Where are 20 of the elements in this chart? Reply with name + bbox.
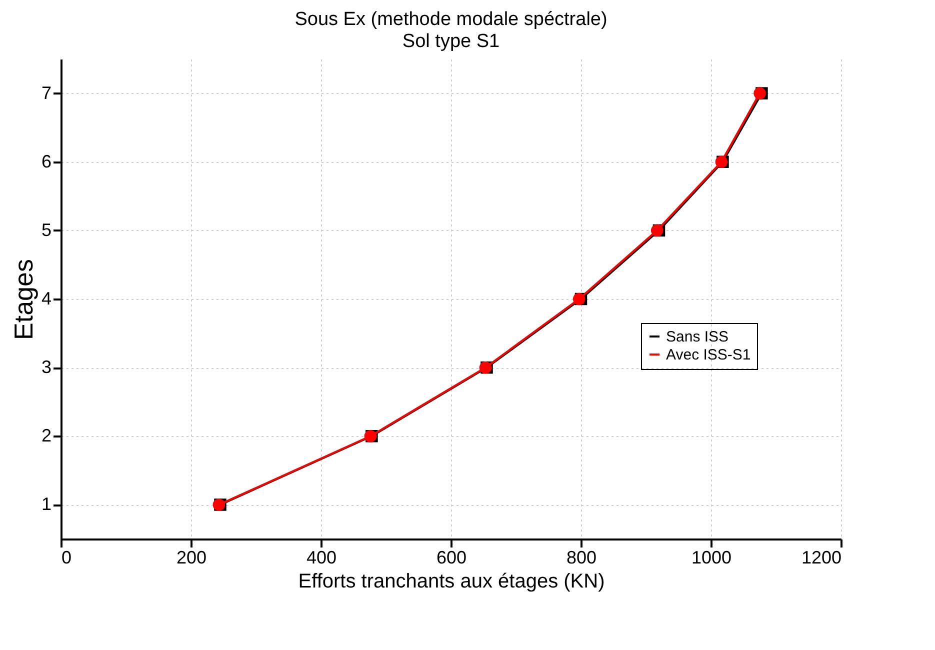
y-tick-label: 2 bbox=[41, 426, 52, 446]
y-tick-label: 1 bbox=[41, 494, 52, 514]
x-tick-label: 0 bbox=[62, 548, 72, 568]
x-tick-label: 1000 bbox=[691, 548, 732, 568]
y-tick-label: 3 bbox=[41, 357, 52, 378]
legend-label: Sans ISS bbox=[666, 328, 729, 346]
x-axis-title: Efforts tranchants aux étages (KN) bbox=[298, 570, 605, 592]
y-tick-label: 5 bbox=[41, 220, 52, 240]
chart-title: Sous Ex (methode modale spéctrale) bbox=[294, 9, 608, 30]
x-tick-label: 600 bbox=[436, 548, 467, 568]
x-tick-label: 400 bbox=[306, 548, 337, 568]
y-tick-label: 4 bbox=[41, 288, 52, 308]
chart-subtitle: Sol type S1 bbox=[402, 31, 500, 52]
x-tick-label: 800 bbox=[566, 548, 597, 568]
x-tick-label: 1200 bbox=[801, 548, 842, 568]
x-tick-label: 200 bbox=[176, 548, 207, 568]
legend-label: Avec ISS-S1 bbox=[666, 346, 751, 364]
y-axis-title: Etages bbox=[8, 259, 38, 340]
y-tick-label: 7 bbox=[41, 82, 52, 103]
y-tick-label: 6 bbox=[41, 151, 52, 172]
